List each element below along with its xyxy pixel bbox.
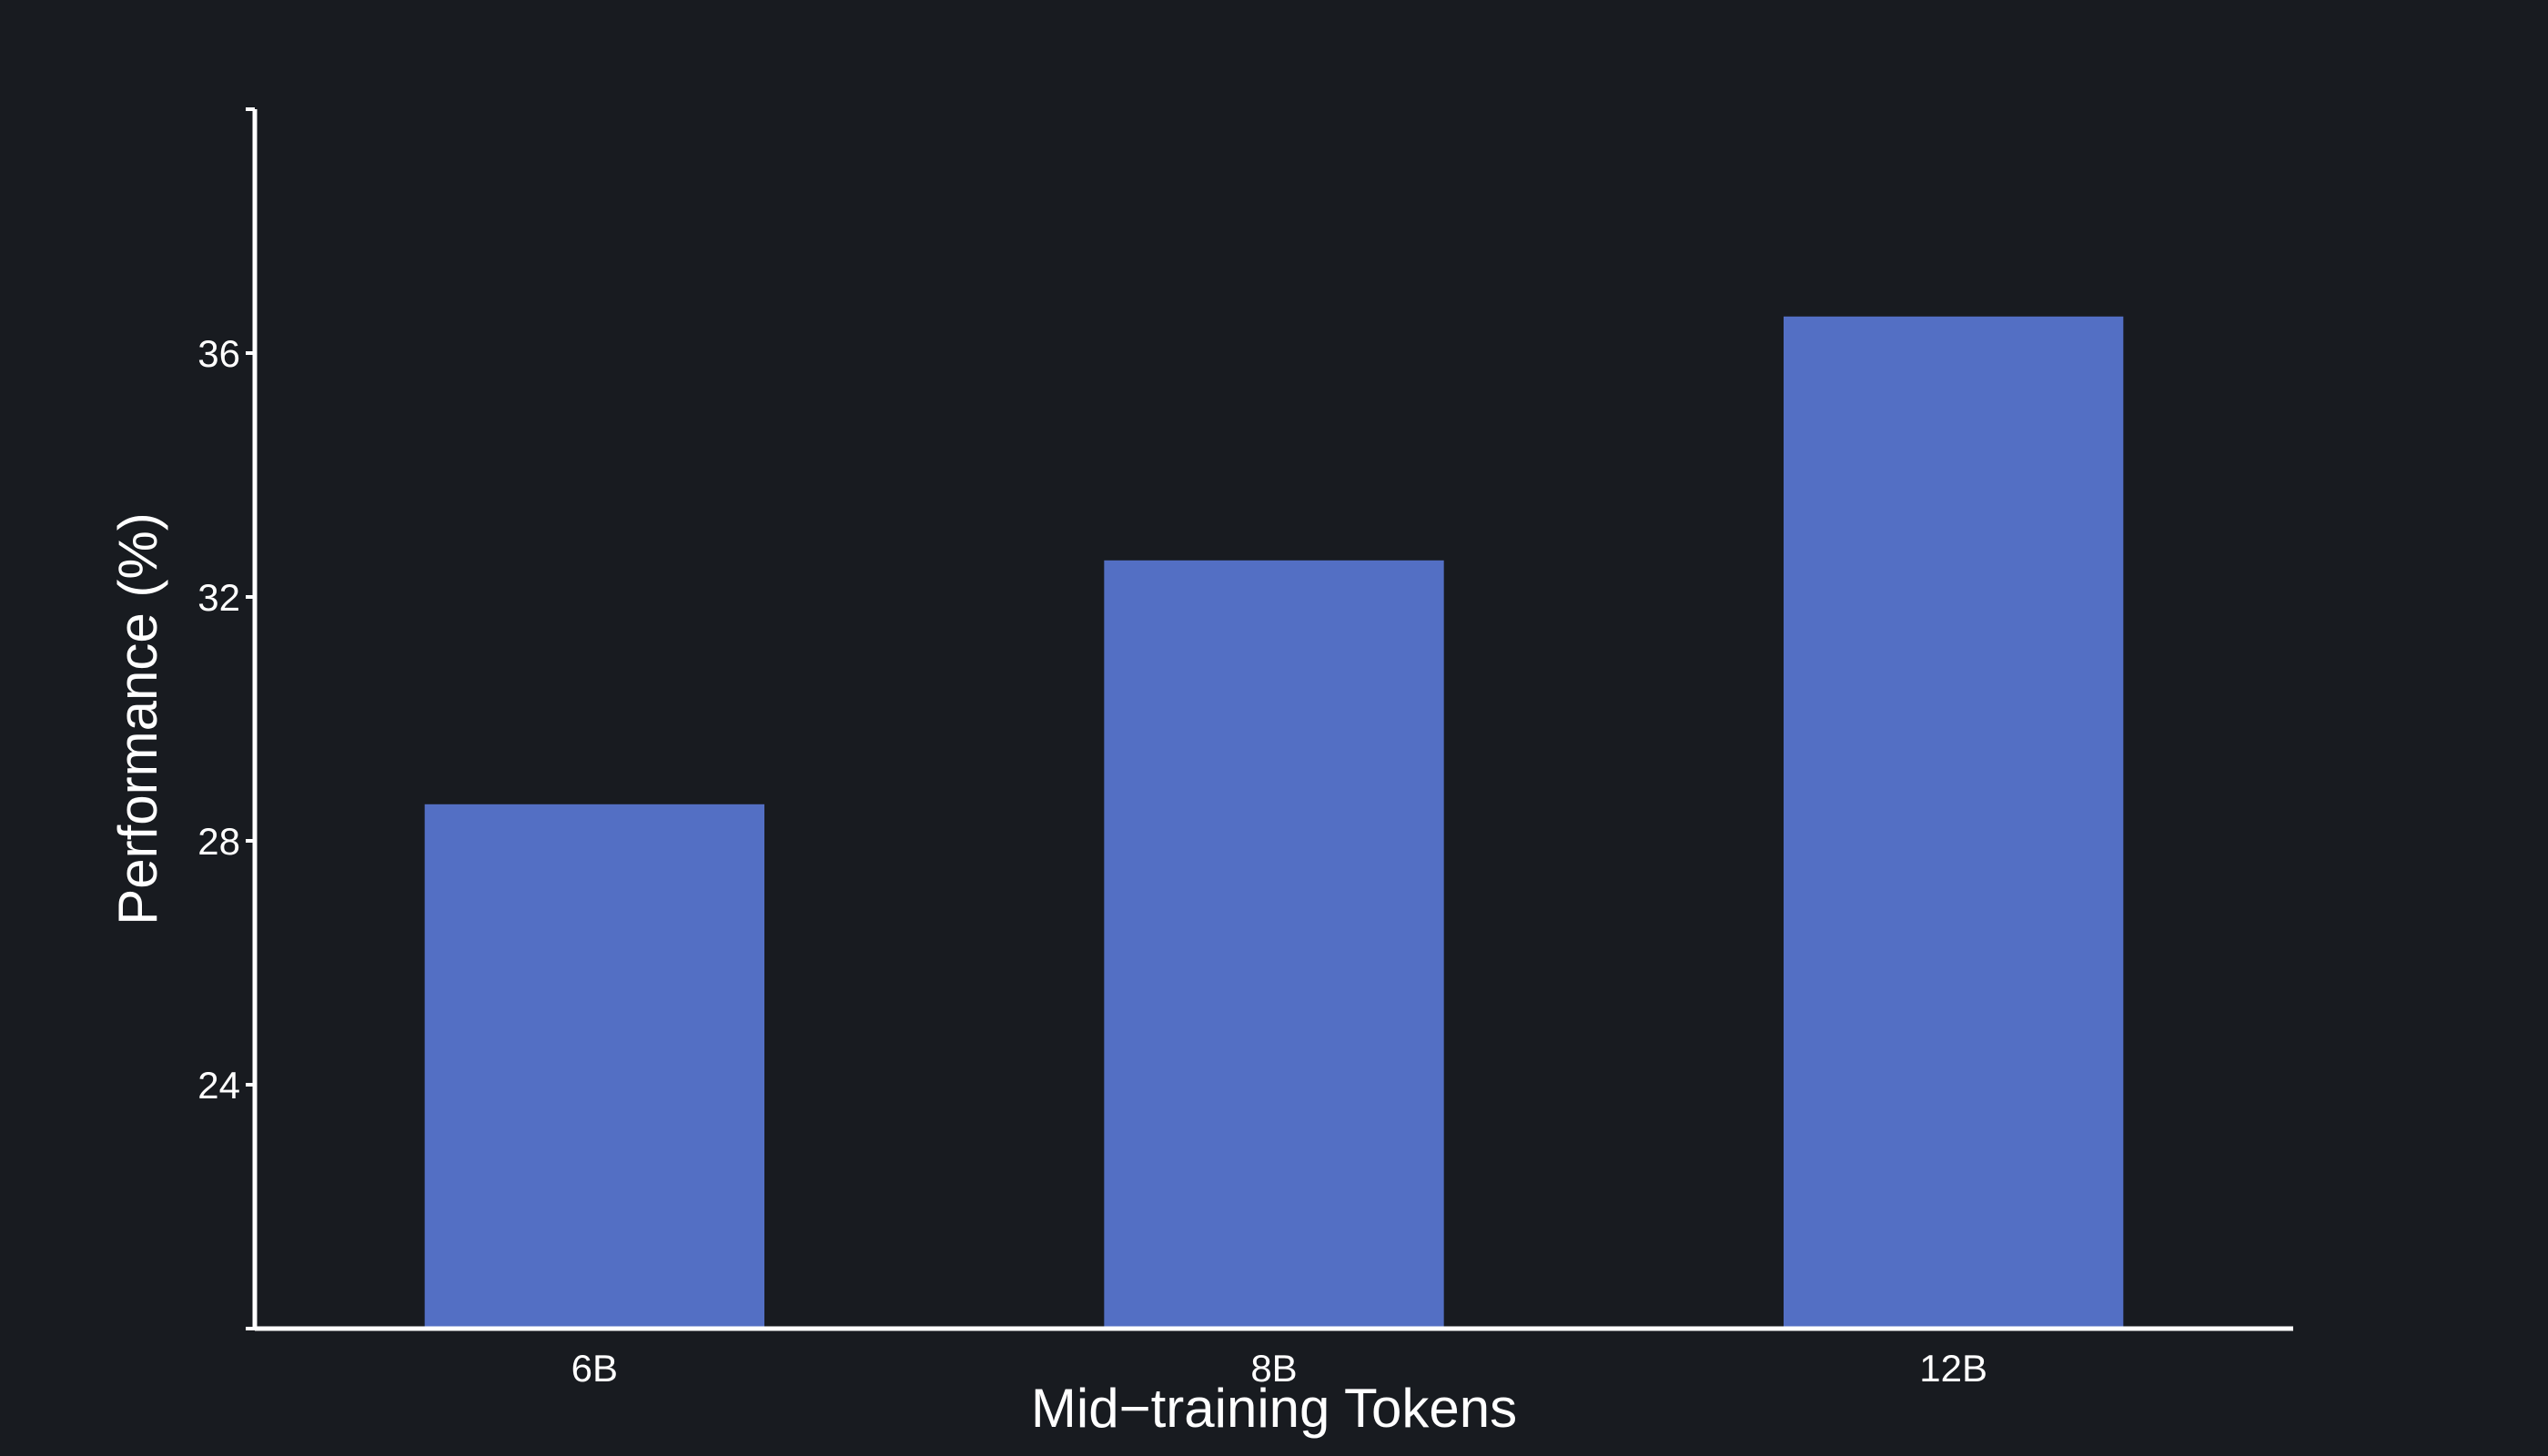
bars-group: [424, 316, 2124, 1329]
x-tick-label: 8B: [1250, 1347, 1297, 1390]
bar-6b: [424, 804, 764, 1329]
bar-8b: [1104, 560, 1444, 1329]
y-axis-title: Performance (%): [107, 512, 168, 925]
x-tick-label: 12B: [1919, 1347, 1987, 1390]
y-tick-label: 28: [197, 820, 240, 863]
bar-12b: [1784, 316, 2124, 1329]
x-axis-title: Mid−training Tokens: [1031, 1378, 1517, 1439]
y-tick-label: 32: [197, 576, 240, 619]
y-tick-label: 36: [197, 332, 240, 375]
y-tick-label: 24: [197, 1064, 240, 1107]
x-tick-label: 6B: [571, 1347, 618, 1390]
x-ticks-group: 6B 8B 12B: [571, 1347, 1987, 1390]
y-ticks-group: 24 28 32 36: [197, 107, 255, 1330]
